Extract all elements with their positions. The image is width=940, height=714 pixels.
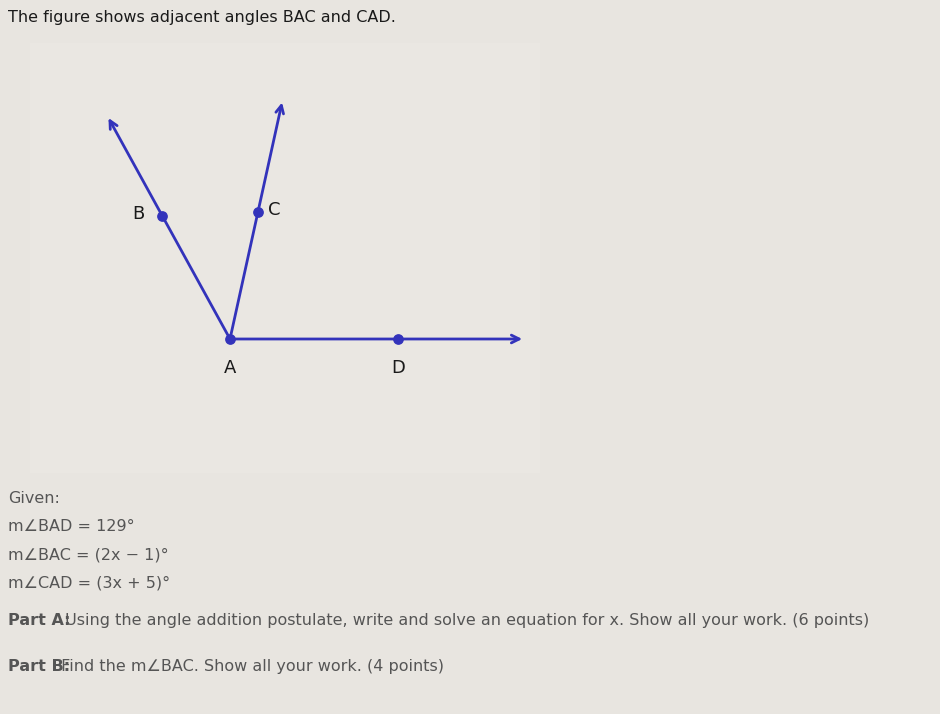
Text: Part A:: Part A: [8,613,70,628]
Text: Given:: Given: [8,491,60,506]
Point [391,333,406,345]
Text: m∠BAD = 129°: m∠BAD = 129° [8,519,134,534]
Text: Part B:: Part B: [8,659,70,674]
Text: The figure shows adjacent angles BAC and CAD.: The figure shows adjacent angles BAC and… [8,10,396,25]
Text: A: A [224,359,236,377]
Text: D: D [391,359,405,377]
Text: B: B [133,205,145,223]
Text: m∠CAD = (3x + 5)°: m∠CAD = (3x + 5)° [8,575,170,590]
Text: Find the m∠BAC. Show all your work. (4 points): Find the m∠BAC. Show all your work. (4 p… [56,659,444,674]
Text: m∠BAC = (2x − 1)°: m∠BAC = (2x − 1)° [8,547,168,562]
Point [250,206,265,218]
Point [223,333,238,345]
Text: C: C [268,201,280,219]
Point [155,211,170,222]
Text: Using the angle addition postulate, write and solve an equation for x. Show all : Using the angle addition postulate, writ… [60,613,870,628]
Bar [30,43,540,473]
